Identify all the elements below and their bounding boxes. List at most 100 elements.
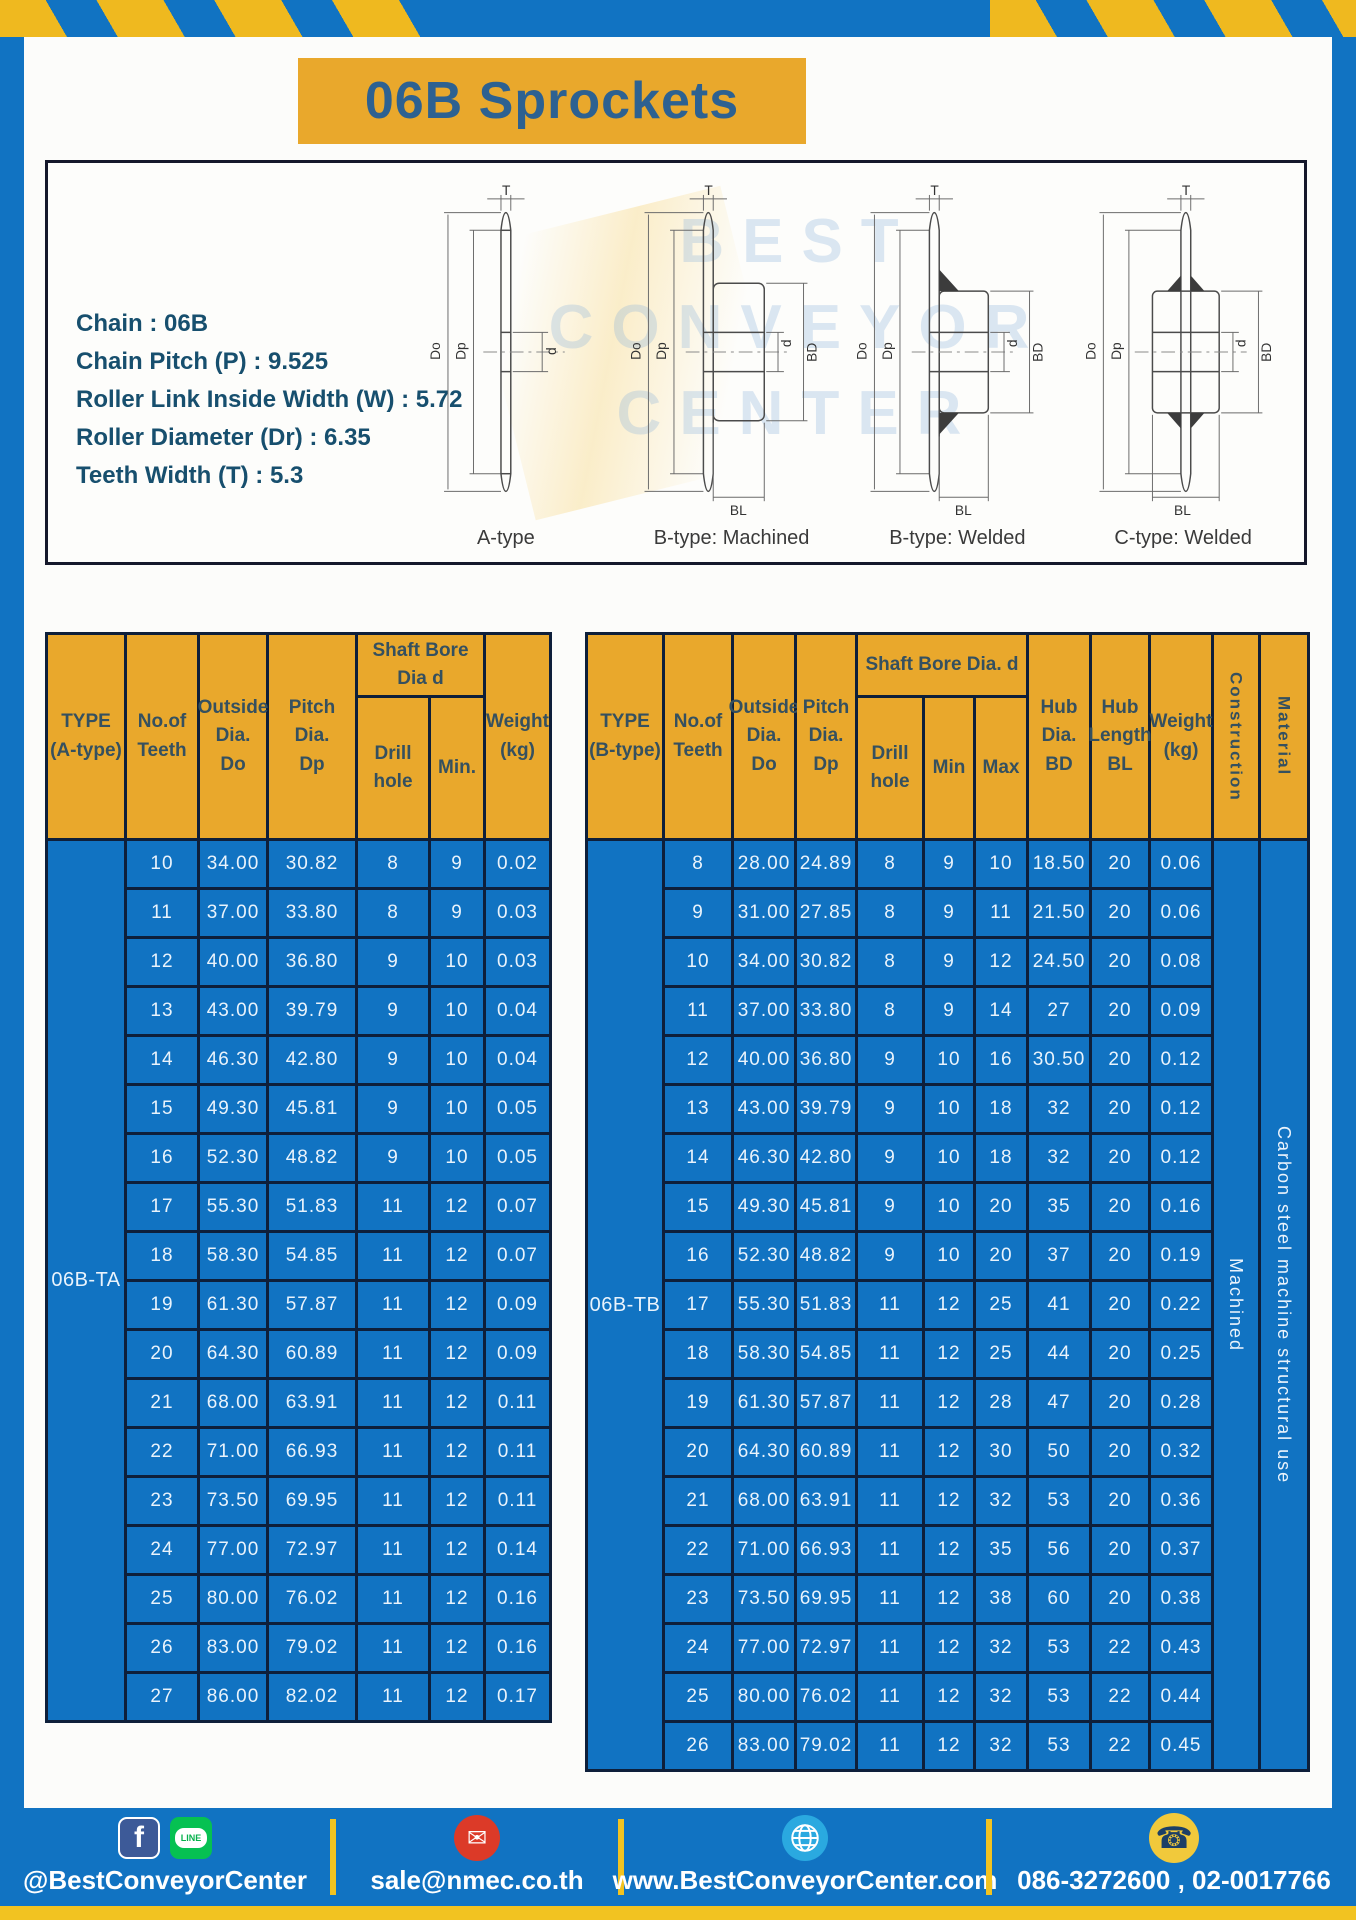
spec-line: Chain : 06B xyxy=(76,310,209,337)
diagram-label-c-welded: C-type: Welded xyxy=(1114,527,1252,549)
b-cell-drill-hole: 11 xyxy=(858,1429,922,1475)
a-cell-outside-dia: 71.00 xyxy=(200,1429,266,1475)
phone-icon[interactable]: ☎ xyxy=(1149,1813,1199,1863)
b-cell-hub-dia: 53 xyxy=(1029,1478,1089,1524)
a-cell-drill-hole: 11 xyxy=(358,1429,428,1475)
b-cell-pitch-dia: 30.82 xyxy=(797,939,855,985)
footer-social-handle[interactable]: @BestConveyorCenter xyxy=(23,1865,307,1895)
b-cell-outside-dia: 77.00 xyxy=(734,1625,794,1671)
b-cell-outside-dia: 52.30 xyxy=(734,1233,794,1279)
a-cell-outside-dia: 86.00 xyxy=(200,1674,266,1720)
a-cell-teeth: 22 xyxy=(127,1429,197,1475)
title-banner: 06B Sprockets xyxy=(298,58,806,144)
a-cell-drill-hole: 11 xyxy=(358,1282,428,1328)
b-cell-teeth: 20 xyxy=(665,1429,731,1475)
b-cell-pitch-dia: 54.85 xyxy=(797,1331,855,1377)
b-cell-min: 9 xyxy=(925,939,973,985)
phone-glyph: ☎ xyxy=(1155,1821,1193,1855)
b-cell-weight: 0.45 xyxy=(1151,1723,1211,1769)
b-cell-teeth: 25 xyxy=(665,1674,731,1720)
b-cell-max: 35 xyxy=(976,1527,1026,1573)
footer-website-section[interactable]: www.BestConveyorCenter.com xyxy=(613,1808,997,1920)
b-cell-max: 18 xyxy=(976,1135,1026,1181)
b-cell-hub-length: 22 xyxy=(1092,1723,1148,1769)
b-cell-hub-length: 22 xyxy=(1092,1674,1148,1720)
a-cell-outside-dia: 73.50 xyxy=(200,1478,266,1524)
footer-email-section[interactable]: ✉ sale@nmec.co.th xyxy=(336,1808,618,1920)
a-cell-weight: 0.05 xyxy=(486,1086,549,1132)
b-cell-max: 12 xyxy=(976,939,1026,985)
b-cell-weight: 0.16 xyxy=(1151,1184,1211,1230)
b-cell-teeth: 19 xyxy=(665,1380,731,1426)
b-cell-pitch-dia: 60.89 xyxy=(797,1429,855,1475)
b-cell-outside-dia: 31.00 xyxy=(734,890,794,936)
facebook-glyph: f xyxy=(134,1821,144,1854)
a-cell-teeth: 23 xyxy=(127,1478,197,1524)
footer-email[interactable]: sale@nmec.co.th xyxy=(370,1865,584,1895)
b-cell-outside-dia: 40.00 xyxy=(734,1037,794,1083)
dim-t-label: T xyxy=(930,183,939,198)
a-cell-min: 9 xyxy=(431,841,483,887)
b-cell-teeth: 9 xyxy=(665,890,731,936)
b-cell-outside-dia: 37.00 xyxy=(734,988,794,1034)
b-cell-hub-length: 20 xyxy=(1092,841,1148,887)
footer-website[interactable]: www.BestConveyorCenter.com xyxy=(612,1865,998,1895)
a-cell-teeth: 12 xyxy=(127,939,197,985)
a-cell-weight: 0.16 xyxy=(486,1576,549,1622)
mail-icon[interactable]: ✉ xyxy=(454,1815,500,1861)
b-cell-weight: 0.19 xyxy=(1151,1233,1211,1279)
b-cell-teeth: 8 xyxy=(665,841,731,887)
line-glyph: LINE xyxy=(180,1833,202,1843)
a-cell-min: 12 xyxy=(431,1478,483,1524)
b-cell-hub-dia: 30.50 xyxy=(1029,1037,1089,1083)
a-cell-min: 10 xyxy=(431,988,483,1034)
b-cell-min: 10 xyxy=(925,1233,973,1279)
a-cell-outside-dia: 77.00 xyxy=(200,1527,266,1573)
line-bubble: LINE xyxy=(175,1828,207,1848)
b-cell-pitch-dia: 24.89 xyxy=(797,841,855,887)
a-cell-min: 12 xyxy=(431,1576,483,1622)
dim-d-label: d xyxy=(544,347,559,355)
b-cell-min: 12 xyxy=(925,1723,973,1769)
line-icon[interactable]: LINE xyxy=(170,1817,212,1859)
b-cell-drill-hole: 11 xyxy=(858,1478,922,1524)
a-cell-pitch-dia: 66.93 xyxy=(269,1429,355,1475)
b-cell-teeth: 18 xyxy=(665,1331,731,1377)
dim-dp-label: Dp xyxy=(454,342,469,360)
b-cell-drill-hole: 11 xyxy=(858,1331,922,1377)
a-cell-teeth: 10 xyxy=(127,841,197,887)
facebook-icon[interactable]: f xyxy=(118,1817,160,1859)
footer-phone-section[interactable]: ☎ 086-3272600 , 02-0017766 xyxy=(992,1808,1356,1920)
b-cell-outside-dia: 34.00 xyxy=(734,939,794,985)
footer-social-section[interactable]: f LINE @BestConveyorCenter xyxy=(0,1808,330,1920)
b-cell-weight: 0.22 xyxy=(1151,1282,1211,1328)
b-cell-min: 12 xyxy=(925,1429,973,1475)
a-header-min: Min. xyxy=(431,698,483,838)
b-cell-teeth: 17 xyxy=(665,1282,731,1328)
a-type-value: 06B-TA xyxy=(48,841,124,1720)
b-cell-outside-dia: 64.30 xyxy=(734,1429,794,1475)
b-cell-outside-dia: 61.30 xyxy=(734,1380,794,1426)
b-cell-hub-dia: 53 xyxy=(1029,1674,1089,1720)
a-cell-pitch-dia: 76.02 xyxy=(269,1576,355,1622)
b-cell-hub-dia: 47 xyxy=(1029,1380,1089,1426)
a-cell-teeth: 15 xyxy=(127,1086,197,1132)
b-cell-hub-length: 20 xyxy=(1092,1527,1148,1573)
b-cell-hub-length: 22 xyxy=(1092,1625,1148,1671)
a-cell-drill-hole: 9 xyxy=(358,988,428,1034)
b-header-drill-hole: Drill hole xyxy=(858,698,922,838)
a-cell-weight: 0.05 xyxy=(486,1135,549,1181)
a-header-shaft-bore-group: Shaft Bore Dia d xyxy=(358,635,483,695)
b-cell-min: 12 xyxy=(925,1380,973,1426)
b-cell-hub-dia: 32 xyxy=(1029,1086,1089,1132)
a-header-outside-dia: Outside Dia. Do xyxy=(198,635,268,838)
globe-icon[interactable] xyxy=(782,1815,828,1861)
dim-bd-label: BD xyxy=(804,343,819,362)
footer-phone-numbers[interactable]: 086-3272600 , 02-0017766 xyxy=(1017,1865,1331,1895)
b-cell-hub-length: 20 xyxy=(1092,1037,1148,1083)
a-cell-drill-hole: 11 xyxy=(358,1674,428,1720)
a-cell-teeth: 20 xyxy=(127,1331,197,1377)
b-cell-weight: 0.08 xyxy=(1151,939,1211,985)
b-cell-outside-dia: 71.00 xyxy=(734,1527,794,1573)
